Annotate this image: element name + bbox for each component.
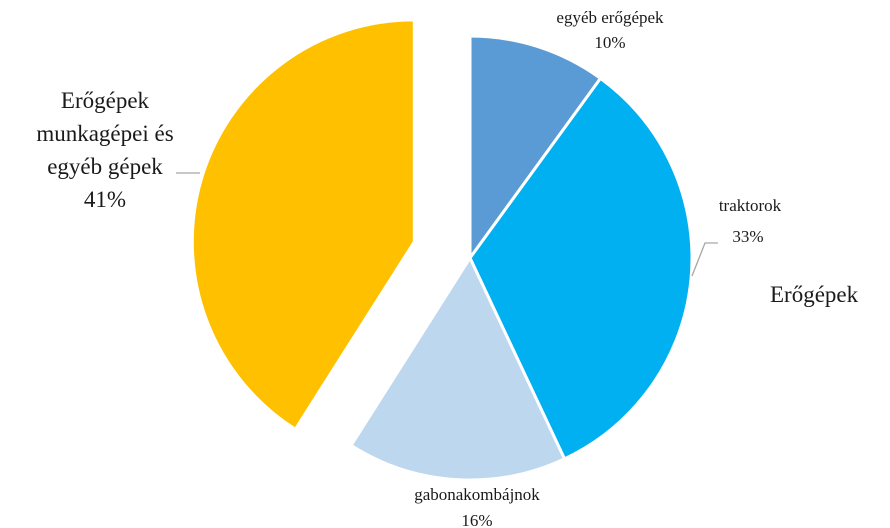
pie-slice-egyeb-erogepek — [468, 34, 602, 260]
slice-label-line-3: egyéb gépek — [47, 154, 163, 179]
pie-slice-gabonakombajnok — [349, 256, 567, 482]
slice-value-egyeb-erogepek: 10% — [594, 33, 625, 52]
pie-slice-erogepek-munkagepei-es-egyeb-gepek — [190, 18, 416, 431]
side-label: Erőgépek — [770, 282, 859, 307]
pie-slice-traktorok — [468, 76, 694, 461]
slice-label-traktorok: traktorok — [719, 196, 782, 215]
slice-label-line-2: munkagépei és — [36, 121, 173, 146]
slice-label-gabonakombajnok: gabonakombájnok — [414, 485, 540, 504]
slice-value-gabonakombajnok: 16% — [461, 511, 492, 528]
leader-lines — [176, 172, 718, 277]
leader-line-traktorok — [691, 242, 718, 277]
slice-value-traktorok: 33% — [732, 227, 763, 246]
slice-value-munkagepek: 41% — [84, 187, 126, 212]
pie-slices — [190, 18, 694, 482]
slice-label-egyeb-erogepek: egyéb erőgépek — [556, 8, 664, 27]
slice-label-line-1: Erőgépek — [61, 88, 150, 113]
